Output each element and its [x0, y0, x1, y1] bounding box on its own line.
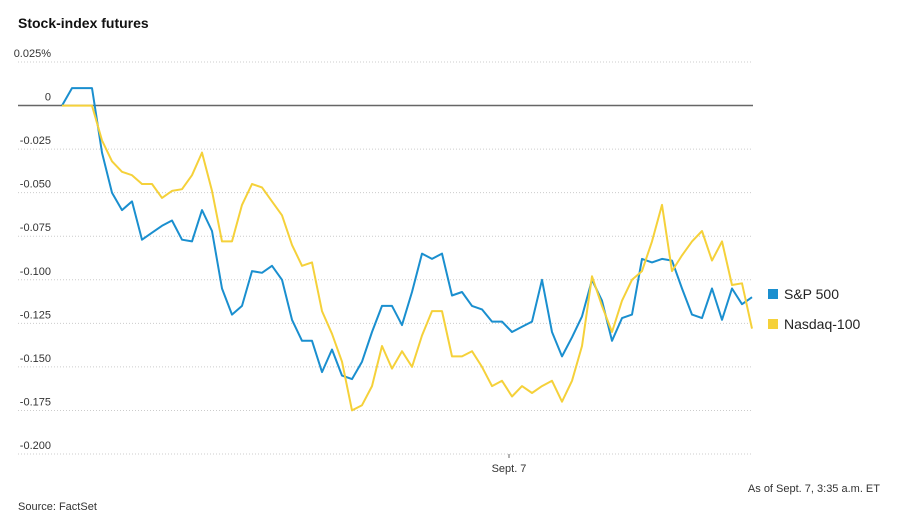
- y-tick-label: -0.125: [20, 309, 51, 321]
- x-tick-label: Sept. 7: [492, 463, 527, 475]
- legend-swatch: [768, 289, 778, 299]
- y-tick-label: -0.050: [20, 179, 51, 191]
- y-tick-label: 0: [45, 92, 51, 104]
- chart-title: Stock-index futures: [18, 15, 149, 31]
- legend-swatch: [768, 319, 778, 329]
- legend-label: S&P 500: [784, 286, 839, 302]
- legend-label: Nasdaq-100: [784, 316, 860, 332]
- y-tick-label: -0.150: [20, 353, 51, 365]
- y-tick-label: -0.175: [20, 396, 51, 408]
- note: As of Sept. 7, 3:35 a.m. ET: [748, 483, 880, 495]
- y-tick-label: -0.100: [20, 266, 51, 278]
- y-tick-label: -0.025: [20, 135, 51, 147]
- y-tick-label: -0.075: [20, 222, 51, 234]
- line: [62, 104, 753, 412]
- y-tick-label: 0.025%: [14, 48, 52, 60]
- line: [61, 87, 753, 381]
- y-tick-label: -0.200: [20, 440, 51, 452]
- source: Source: FactSet: [18, 501, 97, 513]
